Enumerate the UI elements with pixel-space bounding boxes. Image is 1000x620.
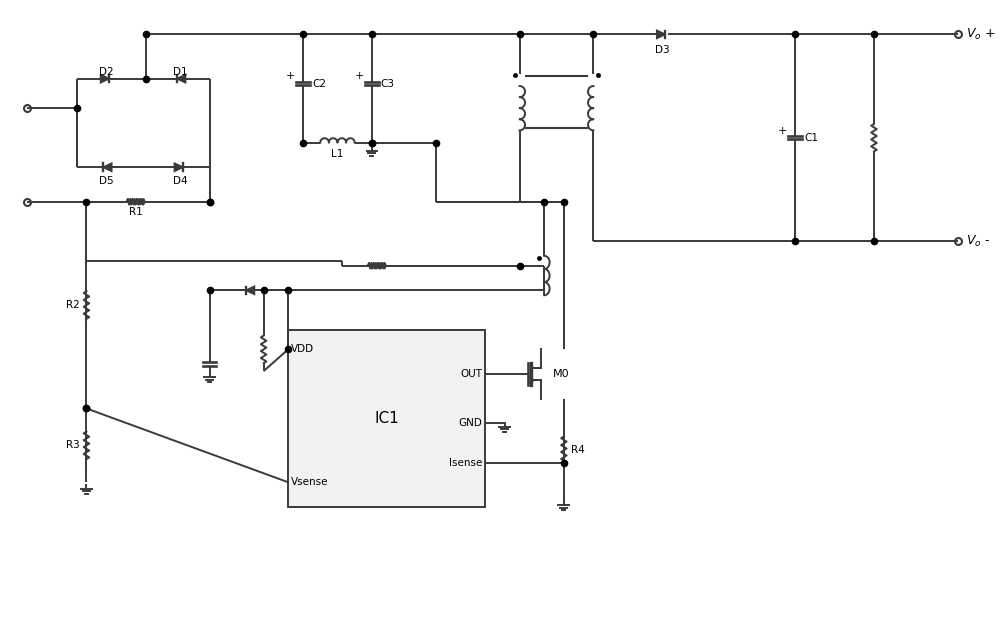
Text: C3: C3 (381, 79, 395, 89)
Polygon shape (246, 286, 254, 294)
Text: IC1: IC1 (374, 411, 399, 426)
Text: D3: D3 (655, 45, 670, 55)
Text: Vsense: Vsense (291, 477, 329, 487)
Text: +: + (286, 71, 295, 81)
Polygon shape (177, 75, 185, 82)
Text: C1: C1 (804, 133, 818, 143)
Text: $V_o$ -: $V_o$ - (966, 234, 990, 249)
Text: +: + (355, 71, 364, 81)
Text: +: + (778, 125, 787, 136)
Text: GND: GND (458, 418, 482, 428)
Text: $V_o$ +: $V_o$ + (966, 27, 995, 42)
Text: M0: M0 (553, 369, 570, 379)
Text: D5: D5 (99, 176, 113, 186)
Text: D1: D1 (173, 67, 187, 77)
FancyBboxPatch shape (288, 330, 485, 507)
Text: Isense: Isense (449, 458, 482, 467)
Polygon shape (175, 164, 183, 171)
Text: VDD: VDD (291, 344, 314, 355)
Polygon shape (103, 164, 112, 171)
Text: C2: C2 (312, 79, 326, 89)
Text: R1: R1 (129, 207, 143, 217)
Text: D2: D2 (99, 67, 113, 77)
Text: D4: D4 (173, 176, 187, 186)
Polygon shape (101, 75, 109, 82)
Text: R3: R3 (66, 440, 80, 450)
Text: R4: R4 (571, 445, 585, 455)
Text: L1: L1 (331, 149, 344, 159)
Polygon shape (657, 30, 665, 38)
Text: R2: R2 (66, 300, 80, 310)
Text: OUT: OUT (460, 369, 482, 379)
